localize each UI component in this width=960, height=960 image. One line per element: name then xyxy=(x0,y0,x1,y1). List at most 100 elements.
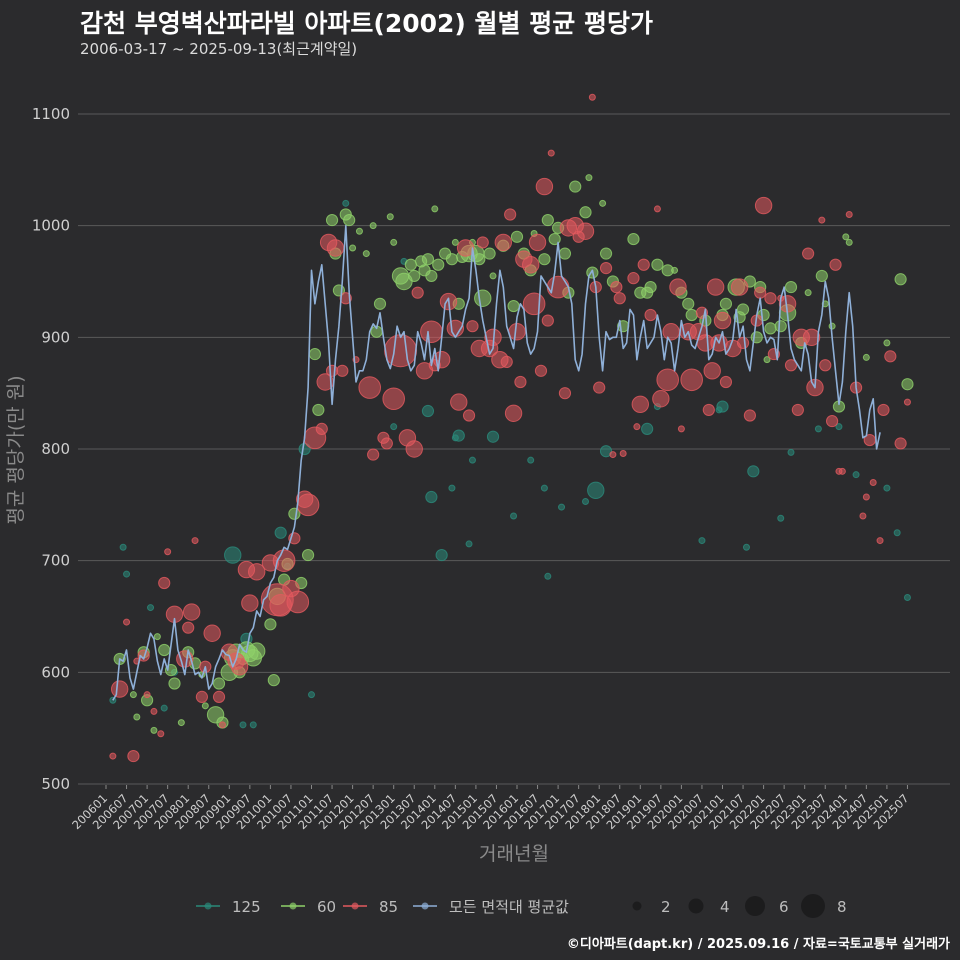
y-tick-label: 600 xyxy=(41,663,70,681)
legend-key xyxy=(351,902,359,910)
data-point xyxy=(541,314,554,327)
data-point xyxy=(588,93,596,101)
data-point xyxy=(264,618,277,631)
data-point xyxy=(599,262,613,275)
legend-key xyxy=(421,902,429,910)
data-point xyxy=(627,232,640,246)
data-point xyxy=(111,680,129,698)
data-point xyxy=(218,721,226,729)
data-point xyxy=(763,356,771,364)
data-point xyxy=(435,548,448,562)
data-point xyxy=(158,576,171,590)
legend-size-label: 4 xyxy=(720,898,730,916)
data-point xyxy=(522,256,540,274)
data-point xyxy=(127,749,140,763)
data-point xyxy=(109,752,117,760)
data-point xyxy=(619,449,627,457)
data-point xyxy=(150,726,158,734)
data-point xyxy=(451,238,459,246)
data-point xyxy=(230,658,249,676)
data-point xyxy=(177,719,185,727)
data-point xyxy=(164,548,172,556)
data-point xyxy=(390,238,398,246)
data-point xyxy=(713,311,732,330)
data-point xyxy=(500,355,513,368)
data-point xyxy=(838,467,846,475)
data-point xyxy=(743,409,757,422)
data-point xyxy=(613,292,626,305)
data-point xyxy=(150,707,158,715)
legend-size-label: 6 xyxy=(779,898,789,916)
data-point xyxy=(241,594,259,612)
legend-label: 60 xyxy=(317,898,336,916)
x-axis-title: 거래년월 xyxy=(479,843,549,865)
average-price-line xyxy=(112,224,881,701)
data-point xyxy=(489,272,497,280)
data-point xyxy=(421,404,435,418)
data-point xyxy=(685,308,698,322)
y-axis-title: 평균 평당가(만 원) xyxy=(5,375,27,524)
data-point xyxy=(585,174,593,182)
data-point xyxy=(901,378,914,391)
data-point xyxy=(784,359,798,372)
data-point xyxy=(609,451,617,459)
data-point xyxy=(508,323,526,341)
data-point xyxy=(143,691,151,699)
data-point xyxy=(212,690,226,704)
data-point xyxy=(123,618,131,626)
data-point xyxy=(802,328,821,347)
data-point xyxy=(425,269,438,283)
data-point xyxy=(308,347,322,361)
data-point xyxy=(452,429,465,442)
data-point xyxy=(386,213,394,221)
data-point xyxy=(706,278,725,296)
data-point xyxy=(641,422,654,435)
data-point xyxy=(754,196,773,215)
data-point xyxy=(835,423,843,431)
data-point xyxy=(698,537,706,545)
data-point xyxy=(719,375,733,389)
data-point xyxy=(558,503,566,511)
data-point xyxy=(248,563,266,581)
data-point xyxy=(249,721,257,729)
data-points xyxy=(109,93,914,763)
data-point xyxy=(637,258,650,271)
x-axis: 2006012006072007012007072008012008072009… xyxy=(69,785,912,832)
data-point xyxy=(201,702,209,710)
grid xyxy=(78,113,950,785)
data-point xyxy=(777,514,785,522)
page-title: 감천 부영벽산파라빌 아파트(2002) 월별 평균 평당가 xyxy=(80,9,653,38)
data-point xyxy=(408,269,421,283)
data-point xyxy=(736,336,750,350)
y-tick-label: 1100 xyxy=(32,105,70,123)
data-point xyxy=(358,376,382,399)
legend-size-label: 8 xyxy=(837,898,847,916)
data-point xyxy=(522,292,546,316)
data-point xyxy=(168,677,181,690)
data-point xyxy=(569,180,582,193)
data-point xyxy=(248,642,266,660)
data-point xyxy=(326,239,345,257)
data-point xyxy=(774,320,787,333)
data-point xyxy=(862,353,870,361)
y-axis: 500 600 700 800 900 1000 1100 xyxy=(32,105,70,793)
data-point xyxy=(390,423,398,431)
data-point xyxy=(814,425,822,433)
data-point xyxy=(362,250,370,258)
data-point xyxy=(852,471,860,479)
data-point xyxy=(884,350,897,363)
data-point xyxy=(119,543,127,551)
data-point xyxy=(349,244,357,252)
data-point xyxy=(716,400,729,413)
data-point xyxy=(274,526,287,539)
data-point xyxy=(308,691,315,699)
data-point xyxy=(627,272,640,285)
data-point xyxy=(431,205,439,213)
data-point xyxy=(380,437,393,450)
data-point xyxy=(411,286,424,299)
data-point xyxy=(123,570,131,578)
data-point xyxy=(703,362,721,380)
data-point xyxy=(877,403,890,417)
legend-label: 모든 면적대 평균값 xyxy=(449,898,569,916)
data-point xyxy=(787,448,795,456)
